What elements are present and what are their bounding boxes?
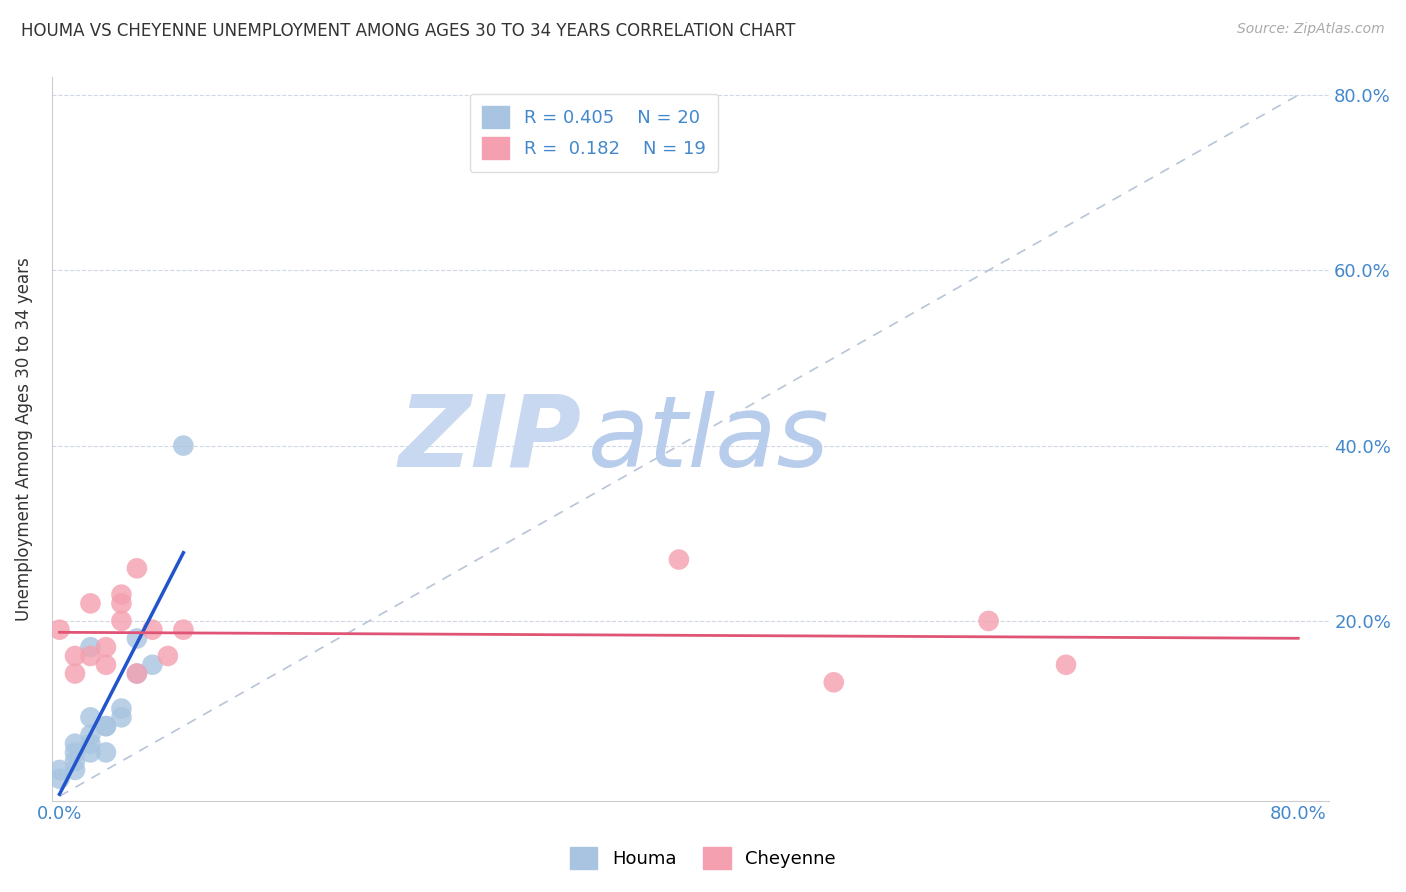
Text: Source: ZipAtlas.com: Source: ZipAtlas.com	[1237, 22, 1385, 37]
Point	[63, 648, 86, 663]
Point	[79, 596, 101, 610]
Point	[141, 657, 163, 672]
Point	[79, 728, 101, 742]
Point	[94, 640, 117, 655]
Legend: R = 0.405    N = 20, R =  0.182    N = 19: R = 0.405 N = 20, R = 0.182 N = 19	[470, 94, 718, 172]
Point	[668, 552, 690, 566]
Point	[110, 596, 132, 610]
Point	[110, 710, 132, 724]
Point	[79, 746, 101, 760]
Point	[1054, 657, 1077, 672]
Point	[48, 623, 70, 637]
Legend: Houma, Cheyenne: Houma, Cheyenne	[561, 838, 845, 879]
Point	[79, 710, 101, 724]
Point	[110, 614, 132, 628]
Point	[977, 614, 1000, 628]
Point	[94, 746, 117, 760]
Point	[79, 737, 101, 751]
Point	[94, 657, 117, 672]
Point	[125, 666, 148, 681]
Point	[48, 772, 70, 786]
Point	[110, 588, 132, 602]
Text: atlas: atlas	[588, 391, 830, 488]
Point	[172, 439, 194, 453]
Point	[79, 648, 101, 663]
Point	[63, 763, 86, 777]
Point	[63, 666, 86, 681]
Point	[156, 648, 179, 663]
Point	[172, 623, 194, 637]
Point	[125, 666, 148, 681]
Point	[94, 719, 117, 733]
Point	[79, 640, 101, 655]
Point	[823, 675, 845, 690]
Point	[125, 561, 148, 575]
Point	[110, 701, 132, 715]
Point	[63, 746, 86, 760]
Point	[94, 719, 117, 733]
Y-axis label: Unemployment Among Ages 30 to 34 years: Unemployment Among Ages 30 to 34 years	[15, 257, 32, 621]
Point	[63, 737, 86, 751]
Text: HOUMA VS CHEYENNE UNEMPLOYMENT AMONG AGES 30 TO 34 YEARS CORRELATION CHART: HOUMA VS CHEYENNE UNEMPLOYMENT AMONG AGE…	[21, 22, 796, 40]
Point	[125, 632, 148, 646]
Text: ZIP: ZIP	[399, 391, 582, 488]
Point	[63, 754, 86, 768]
Point	[48, 763, 70, 777]
Point	[141, 623, 163, 637]
